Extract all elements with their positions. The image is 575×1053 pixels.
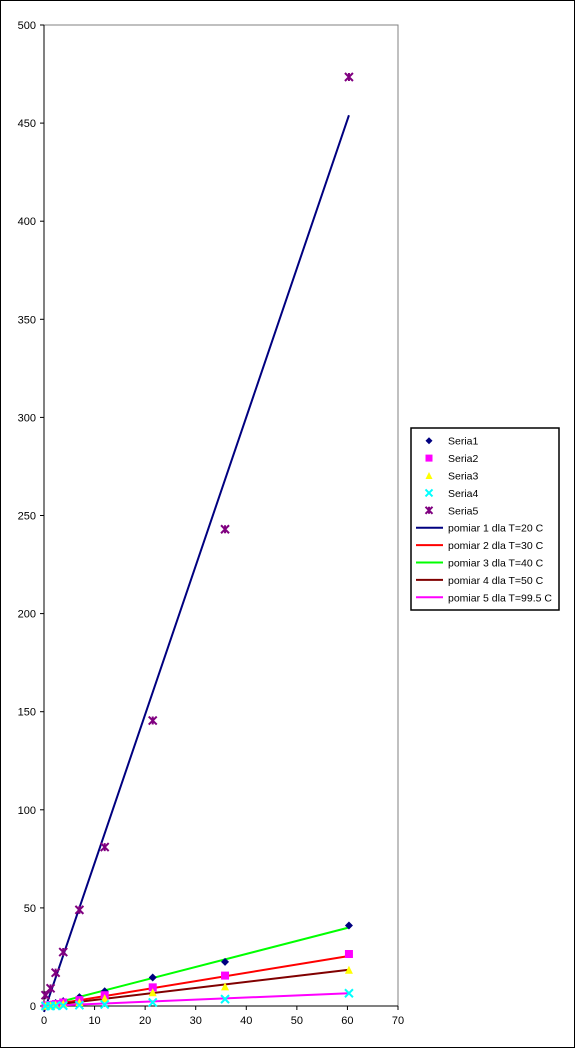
data-point <box>74 905 85 915</box>
trendline <box>43 954 350 1007</box>
y-tick-label: 250 <box>18 511 36 523</box>
legend-entry-label: Seria5 <box>448 505 479 517</box>
legend-entry-label: pomiar 3 dla T=40 C <box>448 558 544 570</box>
legend-entry-label: pomiar 5 dla T=99.5 C <box>448 592 552 604</box>
data-point <box>99 842 110 852</box>
x-tick-label: 70 <box>392 1015 404 1027</box>
x-tick-label: 20 <box>139 1015 151 1027</box>
data-point <box>59 999 68 1008</box>
x-tick-label: 10 <box>88 1015 100 1027</box>
data-point <box>221 982 230 991</box>
data-point <box>58 1000 68 1011</box>
trendline <box>43 992 349 1007</box>
y-tick-label: 300 <box>18 412 36 424</box>
data-point <box>58 947 68 957</box>
y-tick-label: 400 <box>18 216 36 228</box>
x-tick-label: 40 <box>240 1015 252 1027</box>
data-point <box>425 437 433 445</box>
data-point <box>344 988 354 998</box>
y-tick-label: 500 <box>18 20 36 32</box>
legend-entry-label: Seria3 <box>448 471 479 483</box>
data-point <box>221 971 230 980</box>
legend-entry-label: Seria1 <box>448 436 479 448</box>
y-tick-label: 50 <box>24 903 36 915</box>
data-point <box>100 994 109 1003</box>
data-point <box>50 1001 61 1011</box>
data-point <box>148 973 157 982</box>
data-point <box>344 921 353 930</box>
trendline <box>43 114 350 1013</box>
data-point <box>344 965 353 974</box>
data-point <box>220 994 230 1004</box>
data-point <box>148 715 158 726</box>
trendline <box>43 926 350 1007</box>
data-point <box>74 1000 85 1010</box>
data-point <box>148 997 158 1008</box>
data-point <box>40 990 51 1000</box>
data-point <box>220 524 230 534</box>
data-point <box>424 506 434 515</box>
legend-entry-label: pomiar 1 dla T=20 C <box>448 523 544 535</box>
data-point <box>148 983 157 992</box>
y-tick-label: 200 <box>18 609 36 621</box>
data-point <box>99 999 110 1010</box>
y-tick-label: 450 <box>18 118 36 130</box>
data-point <box>344 72 354 82</box>
legend-entry-label: Seria2 <box>448 453 479 465</box>
data-point <box>424 488 434 498</box>
data-point <box>45 983 56 994</box>
y-tick-label: 350 <box>18 314 36 326</box>
legend-entry-label: Seria4 <box>448 488 479 500</box>
y-tick-label: 100 <box>18 805 36 817</box>
plot-area <box>43 24 399 1007</box>
trendline <box>43 968 350 1007</box>
data-point <box>425 472 433 479</box>
data-point <box>221 957 230 966</box>
x-tick-label: 50 <box>291 1015 303 1027</box>
legend-entry-label: pomiar 4 dla T=50 C <box>448 575 544 587</box>
x-tick-label: 30 <box>190 1015 202 1027</box>
data-point <box>148 988 157 997</box>
data-point <box>344 950 353 959</box>
x-tick-label: 0 <box>41 1015 47 1027</box>
y-tick-label: 0 <box>30 1001 36 1013</box>
legend-entry-label: pomiar 2 dla T=30 C <box>448 540 544 552</box>
x-tick-label: 60 <box>341 1015 353 1027</box>
y-tick-label: 150 <box>18 707 36 719</box>
data-point <box>50 967 61 978</box>
data-point <box>425 454 433 462</box>
